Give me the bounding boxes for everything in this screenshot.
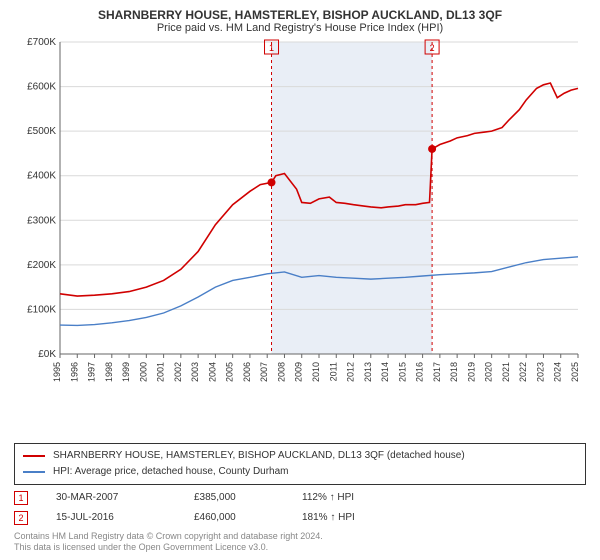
- svg-text:2024: 2024: [553, 362, 563, 382]
- svg-text:1997: 1997: [87, 362, 97, 382]
- svg-text:£0K: £0K: [38, 349, 56, 360]
- transaction-marker: 2: [14, 511, 28, 525]
- svg-text:2009: 2009: [294, 362, 304, 382]
- svg-text:2001: 2001: [156, 362, 166, 382]
- svg-text:1996: 1996: [69, 362, 79, 382]
- svg-text:1998: 1998: [104, 362, 114, 382]
- svg-text:2016: 2016: [415, 362, 425, 382]
- line-chart-svg: £0K £100K £200K £300K £400K £500K £600K £700K 19…: [14, 38, 586, 398]
- svg-text:2017: 2017: [432, 362, 442, 382]
- transaction-price: £460,000: [194, 512, 274, 523]
- svg-text:2000: 2000: [138, 362, 148, 382]
- svg-text:2022: 2022: [518, 362, 528, 382]
- chart-container: SHARNBERRY HOUSE, HAMSTERLEY, BISHOP AUC…: [0, 0, 600, 560]
- transaction-row: 2 15-JUL-2016 £460,000 181% ↑ HPI: [14, 511, 586, 525]
- transaction-list: 1 30-MAR-2007 £385,000 112% ↑ HPI 2 15-JUL-20…: [14, 485, 586, 525]
- svg-text:1995: 1995: [52, 362, 62, 382]
- svg-text:2011: 2011: [328, 362, 338, 381]
- chart-title: SHARNBERRY HOUSE, HAMSTERLEY, BISHOP AUC…: [14, 8, 586, 22]
- legend-item: HPI: Average price, detached house, Coun…: [23, 464, 577, 480]
- chart-plot-area: £0K £100K £200K £300K £400K £500K £600K £700K 19…: [14, 38, 586, 437]
- legend-label: HPI: Average price, detached house, Coun…: [53, 464, 289, 480]
- svg-text:£600K: £600K: [27, 82, 56, 93]
- transaction-hpi: 181% ↑ HPI: [302, 512, 355, 523]
- svg-text:£300K: £300K: [27, 215, 56, 226]
- chart-subtitle: Price paid vs. HM Land Registry's House …: [14, 22, 586, 34]
- svg-text:2004: 2004: [207, 362, 217, 382]
- svg-text:2012: 2012: [346, 362, 356, 382]
- svg-text:2: 2: [430, 43, 435, 53]
- legend-swatch: [23, 471, 45, 473]
- svg-text:2019: 2019: [466, 362, 476, 382]
- svg-text:2020: 2020: [484, 362, 494, 382]
- transaction-date: 30-MAR-2007: [56, 492, 166, 503]
- chart-legend: SHARNBERRY HOUSE, HAMSTERLEY, BISHOP AUC…: [14, 443, 586, 485]
- legend-label: SHARNBERRY HOUSE, HAMSTERLEY, BISHOP AUC…: [53, 448, 465, 464]
- svg-text:2010: 2010: [311, 362, 321, 382]
- svg-text:1999: 1999: [121, 362, 131, 382]
- svg-text:2006: 2006: [242, 362, 252, 382]
- transaction-price: £385,000: [194, 492, 274, 503]
- svg-text:2025: 2025: [570, 362, 580, 382]
- chart-footer: Contains HM Land Registry data © Crown c…: [14, 531, 586, 554]
- transaction-hpi: 112% ↑ HPI: [302, 492, 354, 503]
- svg-text:2005: 2005: [225, 362, 235, 382]
- svg-text:2018: 2018: [449, 362, 459, 382]
- svg-text:2015: 2015: [397, 362, 407, 382]
- svg-text:2023: 2023: [535, 362, 545, 382]
- svg-text:2021: 2021: [501, 362, 511, 382]
- transaction-row: 1 30-MAR-2007 £385,000 112% ↑ HPI: [14, 491, 586, 505]
- svg-text:£500K: £500K: [27, 126, 56, 137]
- transaction-date: 15-JUL-2016: [56, 512, 166, 523]
- svg-text:2014: 2014: [380, 362, 390, 382]
- footer-line-2: This data is licensed under the Open Gov…: [14, 542, 586, 554]
- svg-text:1: 1: [269, 43, 274, 53]
- svg-text:2002: 2002: [173, 362, 183, 382]
- svg-text:2008: 2008: [276, 362, 286, 382]
- svg-text:£100K: £100K: [27, 304, 56, 315]
- svg-text:2007: 2007: [259, 362, 269, 382]
- svg-text:2003: 2003: [190, 362, 200, 382]
- transaction-marker: 1: [14, 491, 28, 505]
- svg-text:2013: 2013: [363, 362, 373, 382]
- legend-item: SHARNBERRY HOUSE, HAMSTERLEY, BISHOP AUC…: [23, 448, 577, 464]
- svg-text:£400K: £400K: [27, 171, 56, 182]
- svg-text:£700K: £700K: [27, 38, 56, 48]
- footer-line-1: Contains HM Land Registry data © Crown c…: [14, 531, 586, 543]
- legend-swatch: [23, 455, 45, 457]
- svg-text:£200K: £200K: [27, 260, 56, 271]
